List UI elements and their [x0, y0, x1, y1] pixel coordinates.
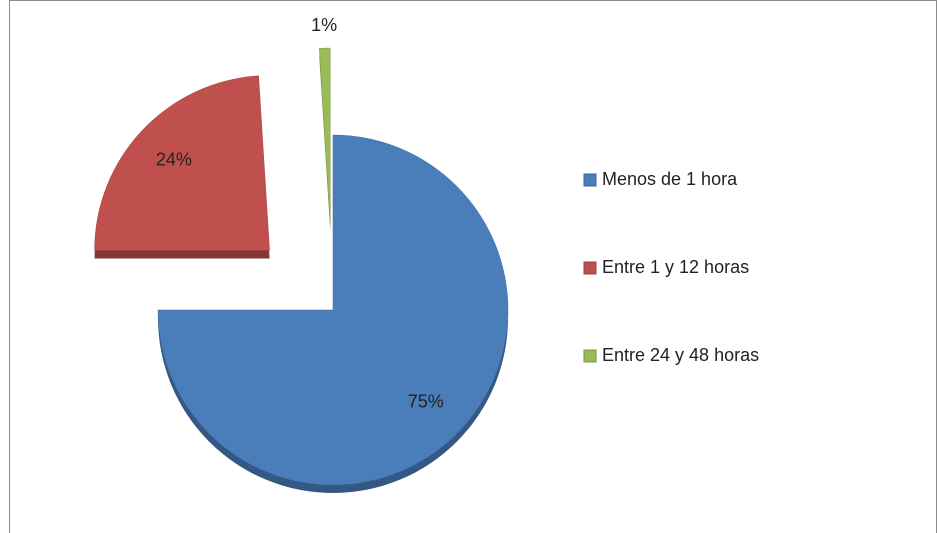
legend-label: Menos de 1 hora [602, 169, 738, 189]
legend-label: Entre 1 y 12 horas [602, 257, 749, 277]
data-label: 1% [311, 15, 337, 35]
legend-swatch [583, 173, 597, 187]
slice [319, 47, 331, 224]
legend: Menos de 1 hora Entre 1 y 12 horas Entre 2… [583, 169, 759, 365]
legend-label: Entre 24 y 48 horas [602, 345, 759, 365]
data-label: 24% [156, 149, 192, 169]
pie: 75% 24% 1% [94, 15, 509, 493]
legend-swatch [583, 349, 597, 363]
slice [157, 134, 509, 486]
slice [94, 75, 270, 251]
legend-swatch [583, 261, 597, 275]
data-label: 75% [408, 392, 444, 412]
